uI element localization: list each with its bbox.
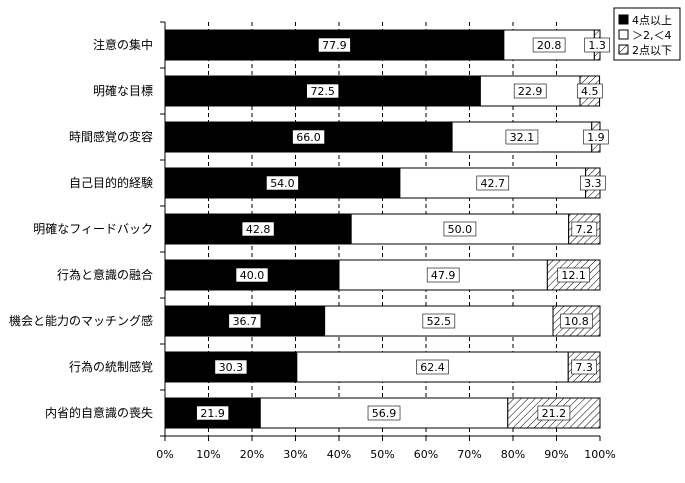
- data-label: 62.4: [420, 361, 445, 374]
- category-label: 行為の統制感覚: [69, 359, 153, 374]
- data-label-box: [241, 221, 275, 237]
- data-label: 10.8: [564, 315, 589, 328]
- data-label: 22.9: [518, 85, 543, 98]
- x-tick-labels: 0% 10% 20% 30% 40% 50% 60% 70% 80% 90% 100%: [156, 448, 615, 461]
- bar-segment: [451, 121, 593, 153]
- data-label: 21.2: [542, 407, 567, 420]
- data-label-box: [292, 129, 325, 145]
- category-label: 内省的自意識の喪失: [45, 405, 153, 420]
- data-label-box: [318, 37, 351, 53]
- data-label-box: [557, 267, 590, 283]
- data-label: 42.8: [246, 223, 271, 236]
- x-tick-label: 90%: [544, 448, 568, 461]
- category-label: 明確なフィードバック: [33, 221, 153, 236]
- data-label: 52.5: [427, 315, 452, 328]
- data-label: 66.0: [296, 131, 321, 144]
- x-tick-label: 0%: [156, 448, 173, 461]
- legend-swatch: [618, 14, 629, 25]
- axes: [160, 21, 601, 441]
- data-label-box: [228, 313, 262, 329]
- data-label-box: [235, 267, 269, 283]
- data-label: 1.3: [588, 39, 606, 52]
- x-tick-label: 40%: [327, 448, 351, 461]
- data-label: 32.1: [510, 131, 535, 144]
- category-labels: 注意の集中明確な目標時間感覚の変容自己目的的経験明確なフィードバック行為と意識の…: [9, 37, 153, 420]
- data-label-box: [266, 175, 299, 191]
- data-label: 12.1: [561, 269, 586, 282]
- category-label: 機会と能力のマッチング感: [9, 313, 153, 328]
- x-tick-label: 50%: [370, 448, 394, 461]
- data-label-box: [306, 83, 339, 99]
- data-label: 36.7: [233, 315, 258, 328]
- data-label: 7.2: [576, 223, 594, 236]
- data-label: 54.0: [270, 177, 295, 190]
- category-label: 注意の集中: [93, 37, 153, 52]
- data-label-box: [416, 359, 449, 375]
- data-label-box: [443, 221, 477, 237]
- x-tick-label: 20%: [240, 448, 264, 461]
- data-label-box: [571, 359, 597, 375]
- data-label: 1.9: [587, 131, 605, 144]
- data-label: 56.9: [372, 407, 397, 420]
- data-label-box: [505, 129, 539, 145]
- data-label: 3.3: [584, 177, 602, 190]
- legend: 4点以上 ＞2,＜4 2点以下: [613, 7, 681, 61]
- data-label-box: [532, 37, 566, 53]
- data-label: 20.8: [537, 39, 562, 52]
- legend-label: 4点以上: [632, 14, 672, 27]
- x-tick-label: 70%: [457, 448, 481, 461]
- data-label: 42.7: [481, 177, 506, 190]
- x-tick-label: 100%: [584, 448, 615, 461]
- data-label: 4.5: [581, 85, 599, 98]
- data-label-box: [571, 221, 598, 237]
- data-label-box: [476, 175, 510, 191]
- data-label-box: [584, 37, 610, 53]
- category-label: 時間感覚の変容: [69, 129, 153, 144]
- data-label-box: [196, 405, 229, 421]
- data-label-box: [583, 129, 609, 145]
- legend-swatch: [618, 44, 629, 55]
- category-label: 明確な目標: [93, 83, 153, 98]
- data-label: 40.0: [240, 269, 265, 282]
- data-label-box: [422, 313, 456, 329]
- legend-label: 2点以下: [632, 44, 672, 57]
- data-label: 77.9: [322, 39, 347, 52]
- category-label: 自己目的的経験: [69, 175, 153, 190]
- x-tick-label: 10%: [196, 448, 220, 461]
- data-label: 72.5: [310, 85, 335, 98]
- data-label-box: [214, 359, 248, 375]
- data-label-box: [537, 405, 571, 421]
- x-tick-label: 30%: [283, 448, 307, 461]
- data-label: 50.0: [448, 223, 473, 236]
- data-label-box: [580, 175, 606, 191]
- x-tick-label: 80%: [501, 448, 525, 461]
- data-label: 30.3: [219, 361, 244, 374]
- data-label: 7.3: [575, 361, 593, 374]
- data-label-box: [513, 83, 547, 99]
- bar-segment: [507, 397, 601, 429]
- bars: 77.9 20.8 1.3 72.5 22.9 4.5 66.0 32.1 1.9 54.0 42.…: [164, 29, 610, 429]
- data-label-box: [560, 313, 593, 329]
- data-label: 47.9: [431, 269, 456, 282]
- legend-label: ＞2,＜4: [632, 29, 672, 42]
- data-label: 21.9: [200, 407, 225, 420]
- data-label-box: [367, 405, 401, 421]
- category-label: 行為と意識の融合: [57, 267, 153, 282]
- legend-swatch: [618, 29, 629, 40]
- x-tick-label: 60%: [414, 448, 438, 461]
- data-label-box: [426, 267, 460, 283]
- data-label-box: [576, 83, 603, 99]
